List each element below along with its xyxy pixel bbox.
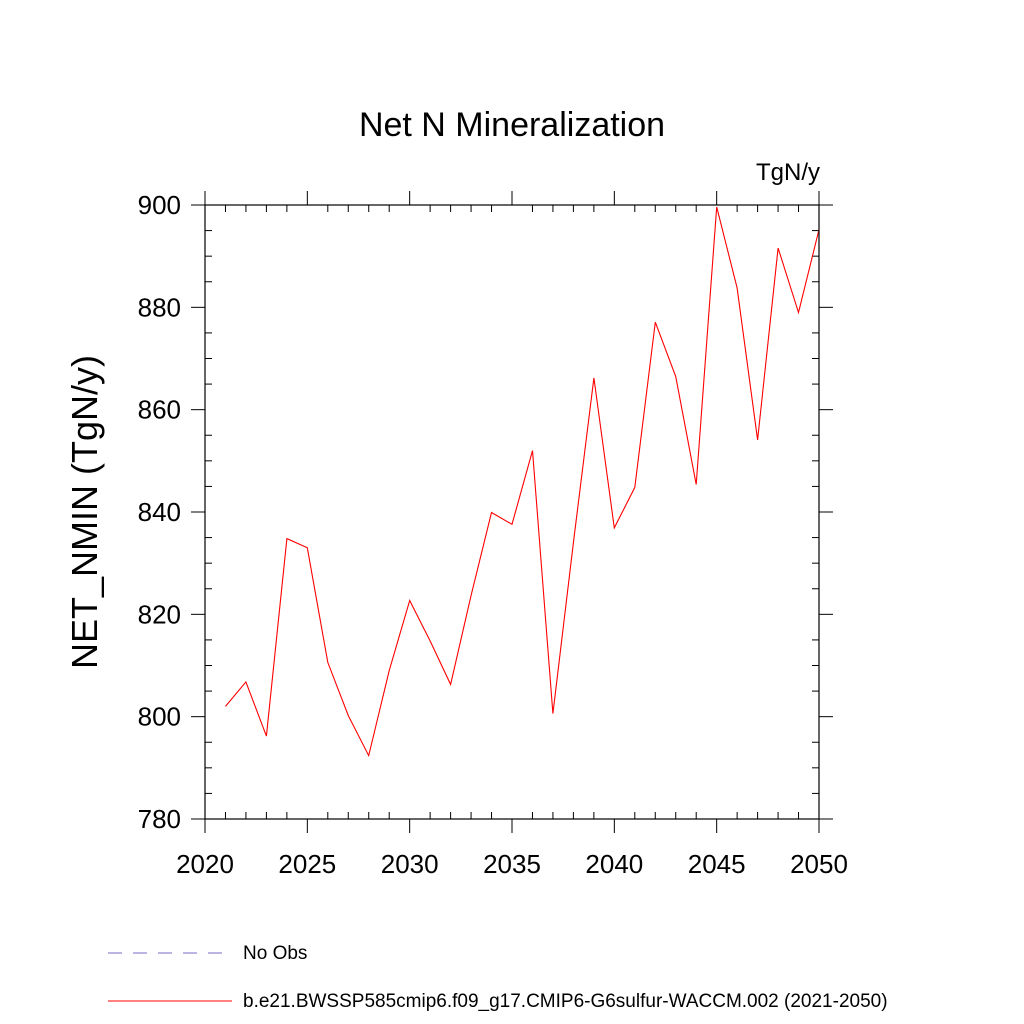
- legend-no-obs-label: No Obs: [243, 943, 307, 964]
- axis-ticks: [191, 191, 833, 833]
- legend: No Obs b.e21.BWSSP585cmip6.f09_g17.CMIP6…: [108, 943, 888, 1012]
- y-tick-label: 840: [138, 497, 181, 527]
- y-tick-label: 780: [138, 804, 181, 834]
- y-tick-label: 860: [138, 395, 181, 425]
- x-tick-label: 2025: [278, 849, 336, 879]
- y-tick-label: 880: [138, 292, 181, 322]
- data-series: [225, 206, 820, 758]
- y-tick-label: 800: [138, 702, 181, 732]
- y-tick-label: 900: [138, 190, 181, 220]
- x-tick-label: 2045: [688, 849, 746, 879]
- axis-tick-labels: 2020 2025 2030 2035 2040 2045 2050 780 800 820 840…: [138, 190, 848, 879]
- legend-model-label: b.e21.BWSSP585cmip6.f09_g17.CMIP6-G6sulf…: [243, 991, 888, 1012]
- plot-frame: [204, 204, 820, 820]
- y-tick-label: 820: [138, 599, 181, 629]
- x-tick-label: 2030: [381, 849, 439, 879]
- units-label: TgN/y: [756, 159, 820, 186]
- series-line-0: [225, 206, 820, 758]
- chart-title: Net N Mineralization: [359, 106, 665, 144]
- x-tick-label: 2040: [585, 849, 643, 879]
- x-tick-label: 2035: [483, 849, 541, 879]
- x-tick-label: 2050: [790, 849, 848, 879]
- x-tick-label: 2020: [176, 849, 234, 879]
- y-axis-label: NET_NMIN (TgN/y): [64, 355, 105, 669]
